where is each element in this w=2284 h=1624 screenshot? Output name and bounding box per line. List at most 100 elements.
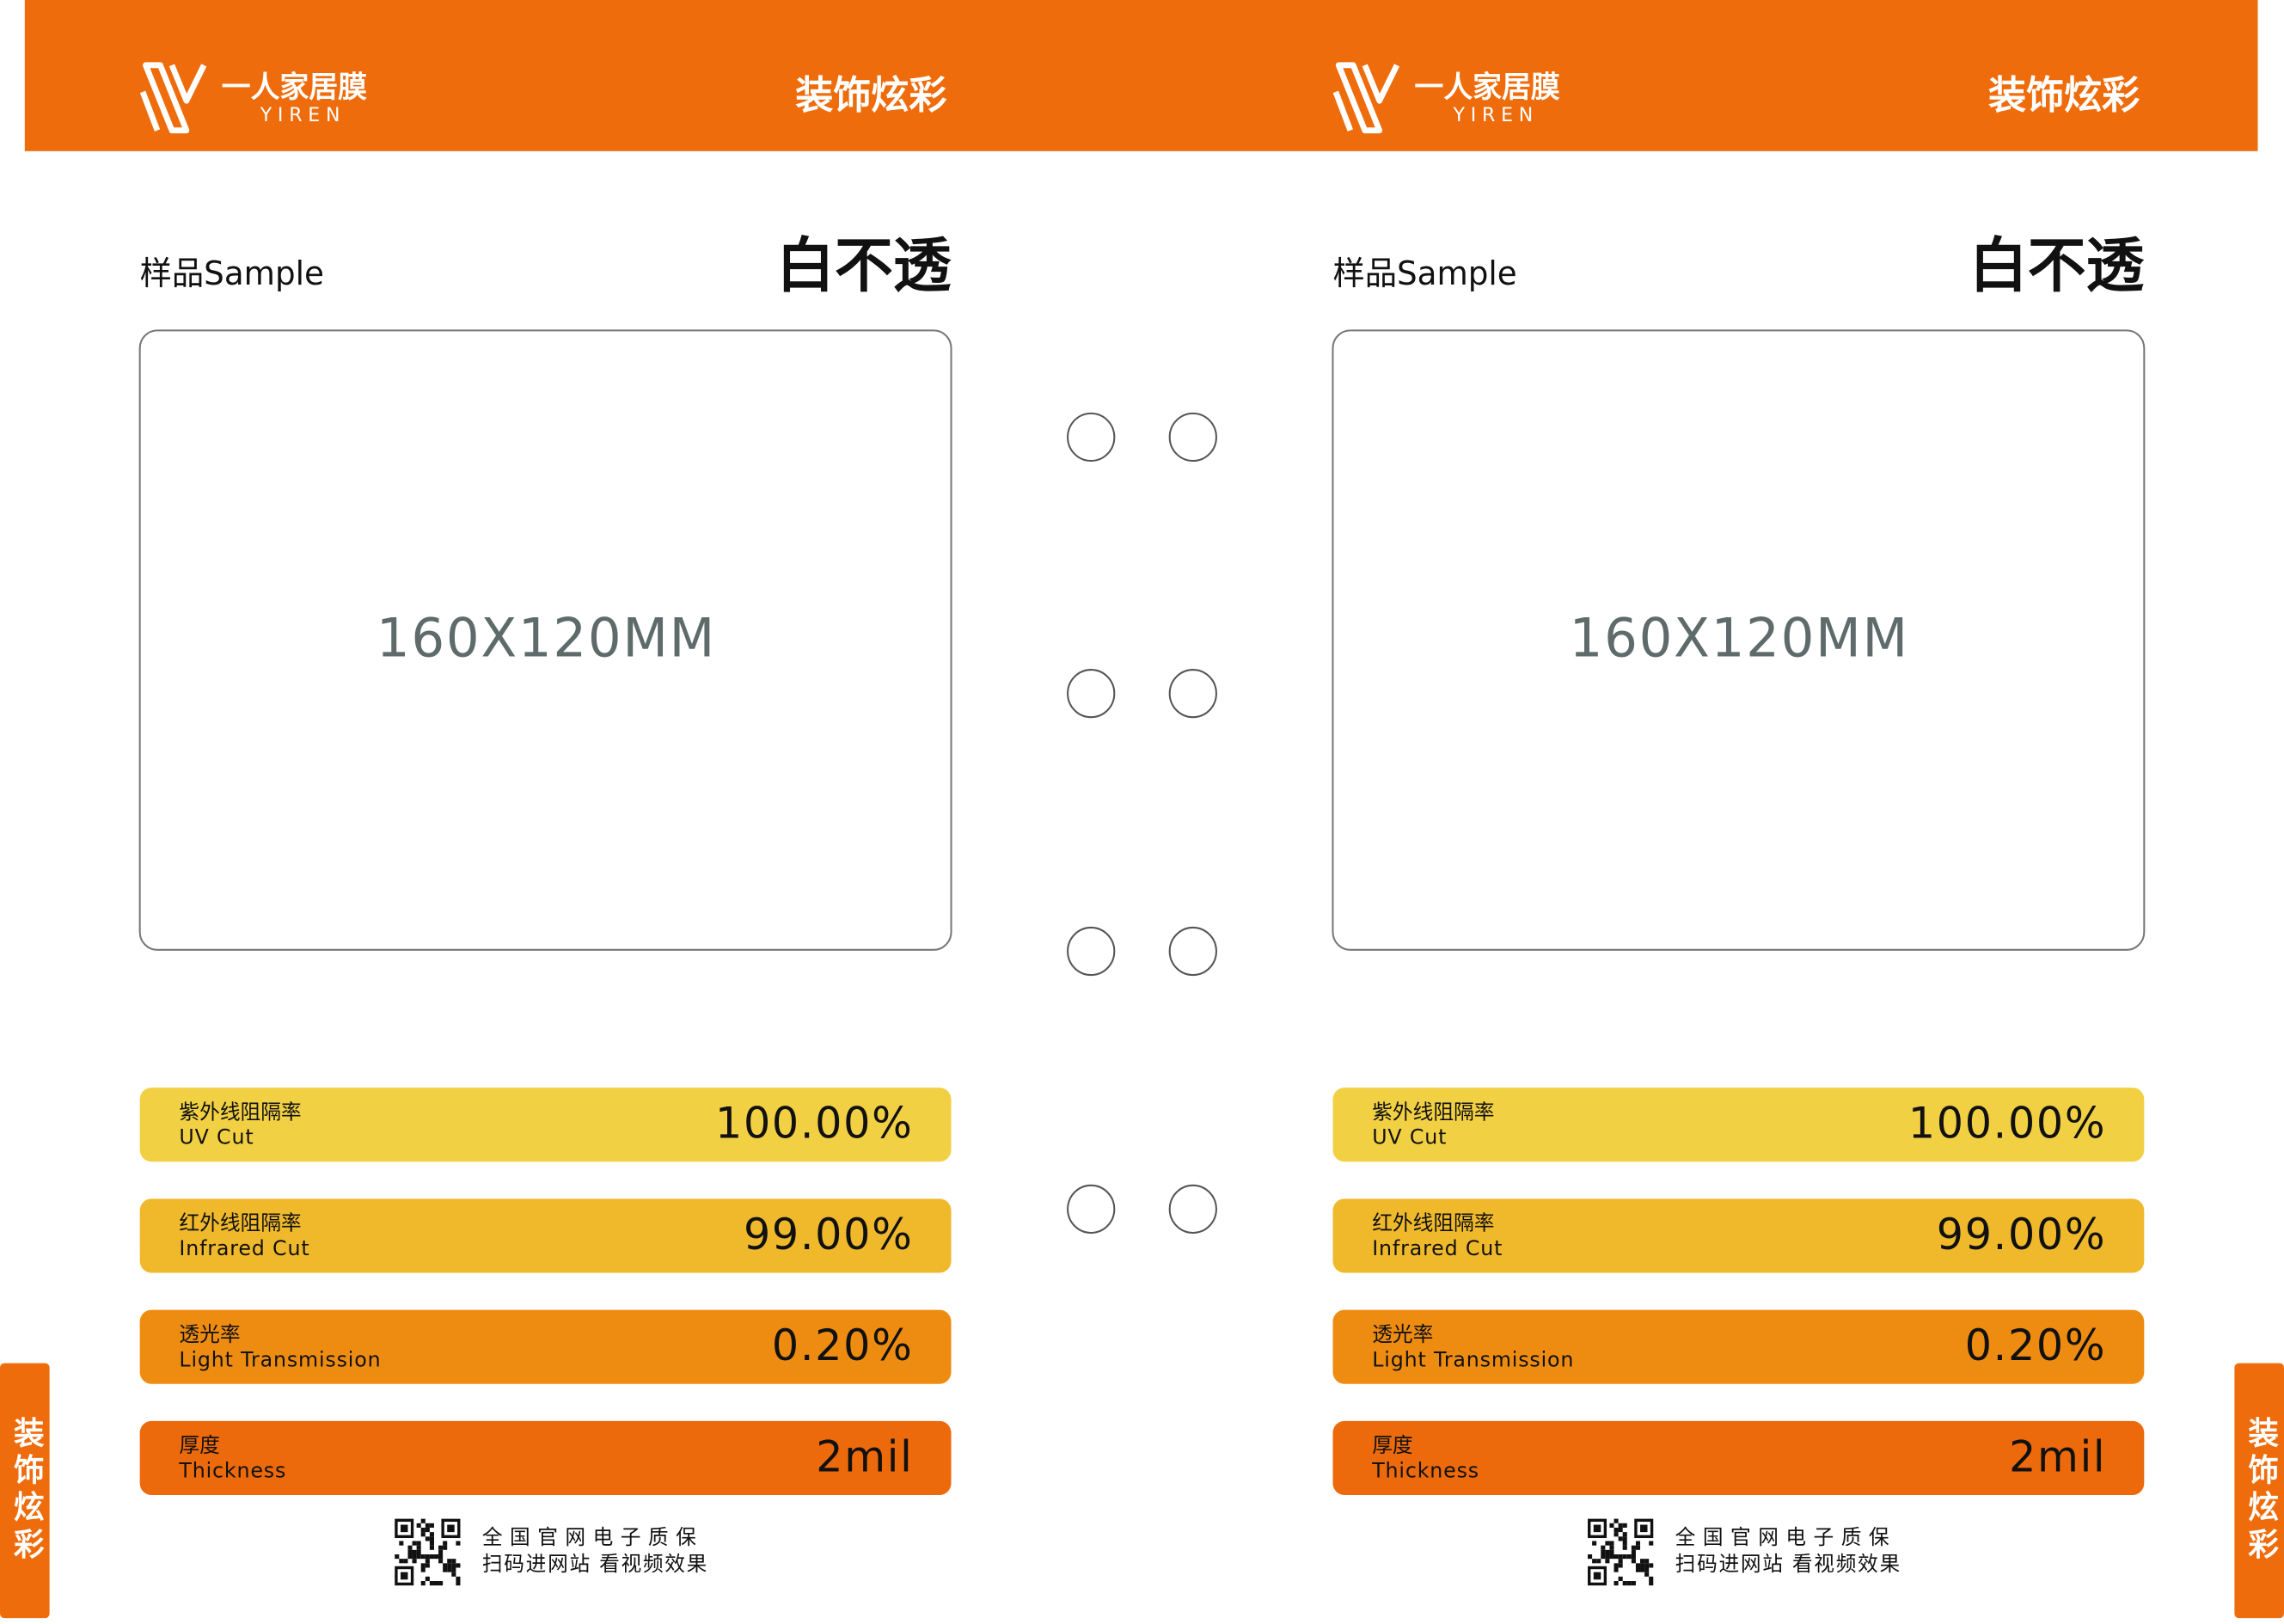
spec-label-en: Thickness [178, 1458, 286, 1482]
qr-cell [429, 1554, 434, 1560]
qr-cell [399, 1559, 404, 1564]
spec-value: 2mil [816, 1431, 913, 1481]
qr-cell [1613, 1554, 1619, 1560]
qr-cell [1605, 1554, 1610, 1560]
qr-cell [425, 1527, 430, 1533]
qr-cell [1649, 1576, 1654, 1582]
spec-label-en: Light Transmission [179, 1347, 381, 1371]
qr-cell [412, 1541, 417, 1546]
brand-en: YIREN [1453, 104, 1539, 126]
qr-cell [425, 1563, 430, 1568]
hole [1067, 926, 1116, 977]
qr-cell [456, 1563, 461, 1568]
qr-finder [441, 1518, 461, 1539]
spec-bar [1332, 1088, 2145, 1162]
qr-finder [1588, 1518, 1607, 1539]
qr-cell [1613, 1532, 1619, 1537]
qr-cell [425, 1554, 430, 1560]
qr-cell [443, 1545, 448, 1550]
spec-label-cn: 紫外线阻隔率 [179, 1100, 301, 1124]
qr-cell [420, 1532, 426, 1537]
qr-cell [1649, 1563, 1654, 1568]
spec-label-cn: 紫外线阻隔率 [1372, 1100, 1494, 1124]
qr-cell [433, 1554, 439, 1560]
spec-label-cn: 红外线阻隔率 [1372, 1211, 1494, 1235]
logo-stroke [168, 64, 207, 104]
qr-cell [438, 1545, 444, 1550]
qr-cell [420, 1567, 426, 1572]
qr-cell [429, 1545, 434, 1550]
qr-cell [438, 1554, 444, 1560]
qr-cell [416, 1545, 421, 1550]
qr-cell [412, 1559, 417, 1564]
spec-label-cn: 红外线阻隔率 [179, 1211, 301, 1235]
qr-cell [443, 1567, 448, 1572]
sample-box [138, 329, 952, 951]
header-band [24, 0, 2258, 151]
hole [1067, 412, 1116, 463]
qr-cell [425, 1559, 430, 1564]
header-title: 装饰炫彩 [795, 74, 947, 118]
qr-cell [1631, 1581, 1636, 1586]
qr-cell [1609, 1549, 1614, 1554]
qr-cell [1635, 1541, 1641, 1546]
hole [1067, 1184, 1116, 1235]
spec-label-cn: 厚度 [1372, 1433, 1412, 1457]
spec-bar [139, 1309, 952, 1384]
logo-stroke [139, 90, 161, 132]
qr-cell [420, 1518, 426, 1523]
spec-label-en: Thickness [1371, 1458, 1479, 1482]
qr-cell [412, 1554, 417, 1560]
qr-cell [451, 1563, 456, 1568]
sample-size: 160X120MM [1570, 607, 1909, 670]
qr-cell [425, 1536, 430, 1541]
qr-cell [420, 1581, 426, 1586]
spec-value: 0.20% [772, 1321, 914, 1370]
logo-stroke [1332, 90, 1353, 132]
qr-code [395, 1518, 461, 1586]
qr-finder-dot [400, 1572, 408, 1580]
spec-label-en: Light Transmission [1372, 1347, 1574, 1371]
qr-cell [1618, 1523, 1623, 1528]
sample-label: 样品Sample [1332, 254, 1516, 292]
qr-cell [1618, 1559, 1623, 1564]
qr-cell [407, 1554, 413, 1560]
qr-cell [1592, 1559, 1597, 1564]
qr-cell [1635, 1567, 1641, 1572]
spec-label-en: Infrared Cut [1372, 1236, 1503, 1260]
qr-cell [1622, 1536, 1627, 1541]
qr-cell [1605, 1549, 1610, 1554]
hole [1168, 1184, 1217, 1235]
qr-cell [1622, 1554, 1627, 1560]
qr-cell [412, 1549, 417, 1554]
spec-label-en: Infrared Cut [179, 1236, 309, 1260]
sample-size: 160X120MM [377, 607, 716, 670]
qr-cell [451, 1572, 456, 1577]
spec-label-en: UV Cut [1372, 1125, 1447, 1149]
qr-cell [1618, 1563, 1623, 1568]
qr-cell [1644, 1563, 1650, 1568]
spec-label-en: UV Cut [179, 1125, 254, 1149]
qr-cell [420, 1527, 426, 1533]
qr-cell [1605, 1559, 1610, 1564]
qr-cell [1609, 1541, 1614, 1546]
qr-cell [1626, 1581, 1632, 1586]
qr-cell [416, 1554, 421, 1560]
hole [1168, 412, 1217, 463]
qr-cell [429, 1523, 434, 1528]
logo-stroke [143, 62, 190, 134]
qr-cell [438, 1559, 444, 1564]
qr-cell [1622, 1541, 1627, 1546]
qr-cell [429, 1532, 434, 1537]
qr-cell [399, 1541, 404, 1546]
qr-cell [456, 1581, 461, 1586]
qr-finder [1634, 1518, 1654, 1539]
spec-value: 0.20% [1965, 1321, 2107, 1370]
qr-cell [447, 1563, 452, 1568]
qr-cell [1588, 1554, 1593, 1560]
footer-line: 全国官网电子质保 [1675, 1525, 1896, 1549]
qr-cell [1640, 1567, 1645, 1572]
qr-cell [407, 1545, 413, 1550]
qr-cell [1605, 1541, 1610, 1546]
